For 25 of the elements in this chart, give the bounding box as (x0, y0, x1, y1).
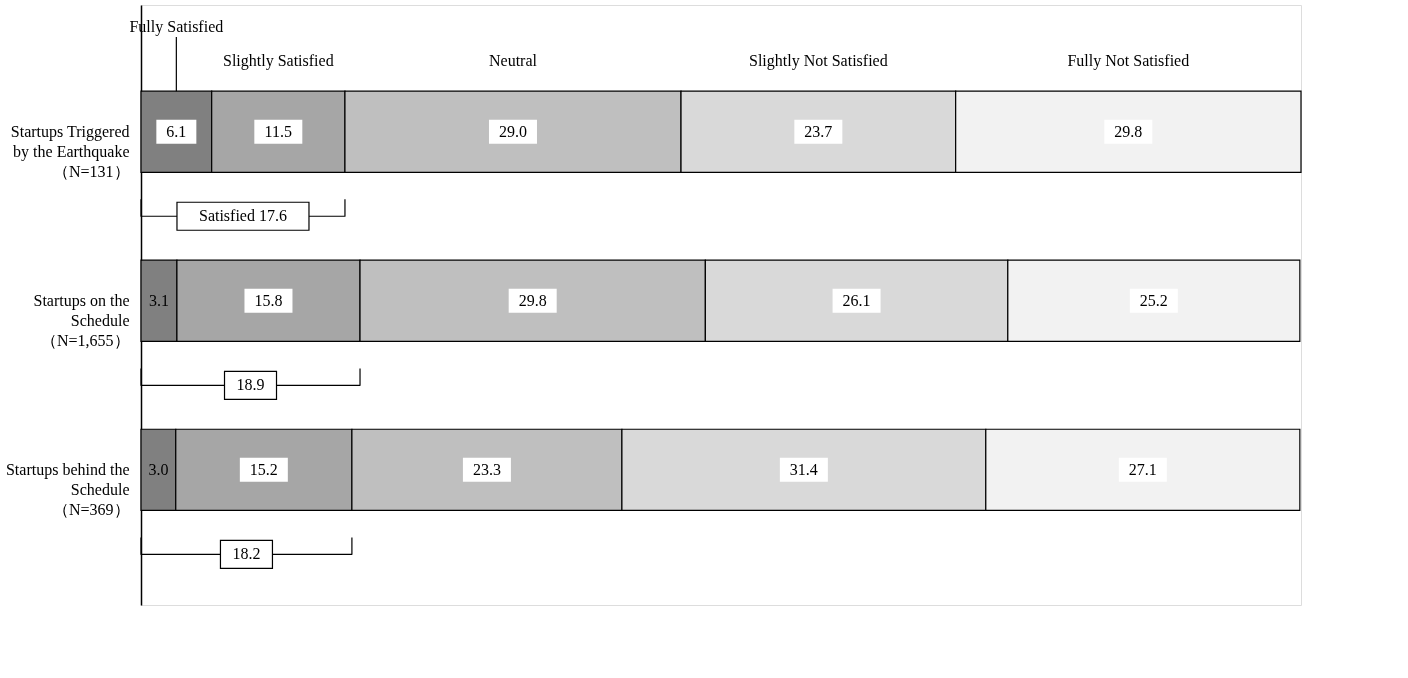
series-label: Neutral (489, 51, 538, 69)
data-label: 6.1 (166, 122, 187, 140)
data-label: 23.3 (472, 460, 501, 478)
data-label: 11.5 (264, 122, 293, 140)
series-label: Fully Not Satisfied (1067, 51, 1190, 70)
data-label: 25.2 (1139, 291, 1168, 309)
data-label: 15.8 (254, 291, 283, 309)
data-label: 29.0 (498, 122, 527, 140)
data-label: 29.8 (1114, 122, 1143, 140)
data-label: 23.7 (804, 122, 833, 140)
data-label: 3.1 (148, 291, 169, 309)
data-label: 31.4 (789, 460, 818, 478)
y-tick-label: Startups behind the Schedule （N=369） (5, 461, 130, 519)
y-tick-label: Startups Triggered by the Earthquake （N=131） (10, 123, 130, 181)
data-label: 3.0 (148, 460, 169, 478)
data-label: 15.2 (249, 460, 278, 478)
annotation: 18.9 (236, 376, 265, 394)
series-label: Slightly Not Satisfied (749, 51, 888, 70)
annotation: Satisfied 17.6 (198, 207, 287, 225)
annotation: 18.2 (232, 545, 261, 563)
data-label: 26.1 (842, 291, 871, 309)
y-tick-label: Startups on the Schedule （N=1,655） (33, 292, 130, 350)
data-label: 27.1 (1128, 460, 1157, 478)
series-label: Slightly Satisfied (222, 51, 334, 70)
data-label: 29.8 (518, 291, 547, 309)
